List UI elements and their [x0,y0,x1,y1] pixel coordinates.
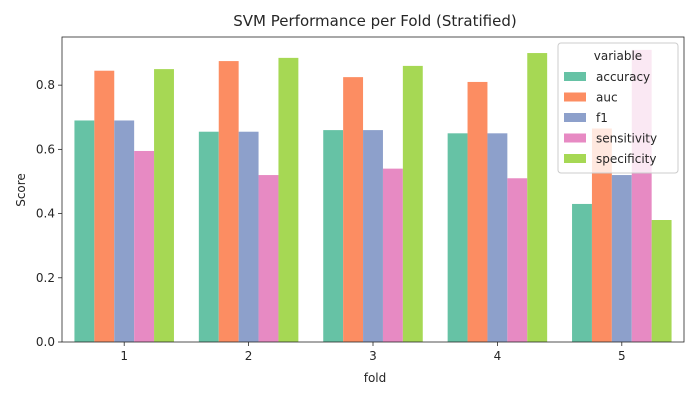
x-tick-label: 2 [245,349,253,363]
bar-sensitivity-fold-3 [382,168,403,342]
legend-label-auc: auc [596,91,618,105]
bar-specificity-fold-3 [402,65,423,342]
bar-accuracy-fold-1 [74,120,95,342]
bar-sensitivity-fold-4 [507,178,528,342]
legend-swatch-sensitivity [564,133,586,143]
x-tick-label: 3 [369,349,377,363]
bar-sensitivity-fold-1 [134,150,155,342]
x-tick-label: 4 [494,349,502,363]
legend-label-f1: f1 [596,111,608,125]
legend-title: variable [594,49,642,63]
bar-auc-fold-5 [591,128,612,342]
bar-accuracy-fold-4 [447,133,468,342]
bar-accuracy-fold-3 [323,130,344,342]
x-axis: 1 2 3 4 5 [120,342,626,363]
bar-accuracy-fold-2 [198,131,219,342]
bar-accuracy-fold-5 [572,203,592,342]
bar-f1-fold-4 [487,133,508,342]
y-axis: 0.0 0.2 0.4 0.6 0.8 [36,78,62,349]
y-tick-label: 0.2 [36,271,55,285]
legend-box [557,42,679,174]
bar-auc-fold-1 [94,70,115,343]
x-tick-label: 5 [618,349,626,363]
bar-specificity-fold-5 [651,220,672,342]
y-tick-label: 0.4 [36,207,55,221]
bar-auc-fold-2 [218,61,239,342]
bar-specificity-fold-2 [278,57,299,343]
legend-label-accuracy: accuracy [596,70,650,84]
legend-swatch-accuracy [564,72,586,81]
y-tick-label: 0.8 [36,78,55,92]
bar-f1-fold-5 [611,175,632,342]
y-tick-label: 0.6 [36,142,55,156]
legend-swatch-specificity [564,154,586,163]
chart-title: SVM Performance per Fold (Stratified) [233,12,516,30]
legend-items: accuracy auc f1 sensitivity specificity [564,70,657,166]
x-tick-label: 1 [120,349,128,363]
legend-label-specificity: specificity [596,152,656,166]
bar-specificity-fold-4 [527,53,548,342]
legend-swatch-auc [564,92,586,102]
legend-label-sensitivity: sensitivity [596,132,657,146]
bar-f1-fold-1 [114,120,135,342]
bar-f1-fold-2 [238,131,259,342]
x-axis-label: fold [364,371,387,385]
legend-swatch-f1 [564,113,586,122]
bar-f1-fold-3 [363,130,383,342]
y-axis-label: Score [14,173,28,207]
legend: variable accuracy auc f1 sensitivity specifi… [557,42,679,174]
bar-auc-fold-4 [467,81,488,343]
bar-specificity-fold-1 [154,69,174,343]
bar-auc-fold-3 [343,77,364,342]
bar-sensitivity-fold-2 [258,175,279,342]
y-tick-label: 0.0 [36,335,55,349]
